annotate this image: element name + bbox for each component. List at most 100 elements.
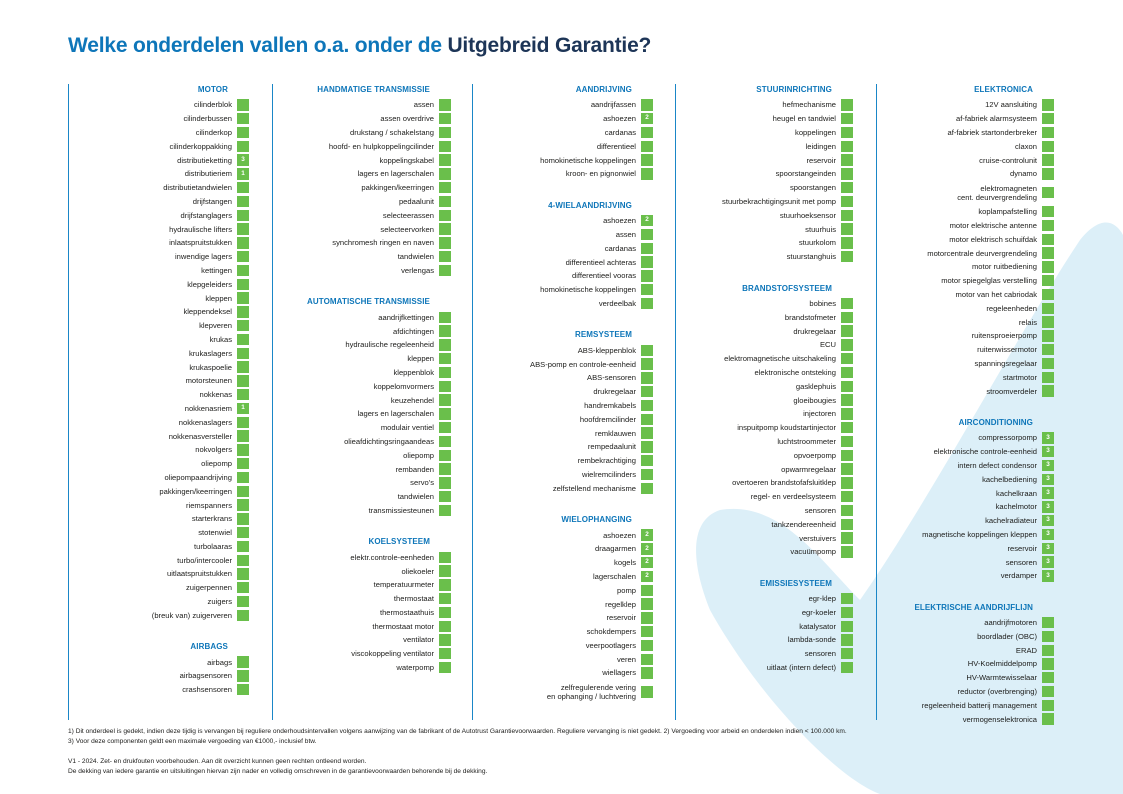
covered-check-icon [1042,187,1054,199]
component-row: pedaalunit [273,195,451,209]
component-row: keuzehendel [273,393,451,407]
component-label: differentieel [596,141,636,151]
section-elektronica: ELEKTRONICA 12V aansluiting af-fabriek ala… [877,84,1054,398]
section-title: WIELOPHANGING [561,515,632,525]
component-label: nokvolgers [195,445,232,455]
covered-check-icon: 2 [641,529,653,541]
component-label: motor spiegelglas verstelling [941,276,1037,286]
component-label: overtoeren brandstofafsluitklep [732,478,836,488]
covered-check-icon [439,579,451,591]
covered-check-icon [641,399,653,412]
component-row: uitlaatspruitstukken [69,567,249,581]
component-label: spanningsregelaar [974,358,1037,368]
section-emissiesysteem: EMISSIESYSTEEM egr-klep egr-koeler katalysa… [676,578,853,675]
covered-check-icon [1042,630,1054,643]
component-row: kleppenblok [273,366,451,380]
component-label: aandrijfassen [590,100,636,110]
component-label: injectoren [803,409,836,419]
component-row: ventilator [273,633,451,647]
covered-check-icon [1042,658,1054,670]
component-row: 12V aansluiting [877,98,1054,112]
component-row: differentieel [473,139,653,153]
component-label: turbolaaras [194,541,232,551]
component-row: distributieketting 3 [69,153,249,167]
covered-check-icon [237,126,249,139]
page-title: Welke onderdelen vallen o.a. onder de Ui… [68,34,651,58]
footnote-marker: 1 [241,404,245,412]
section-automatische-transmissie: AUTOMATISCHE TRANSMISSIE aandrijfkettinge… [273,296,451,517]
component-label: lagers en lagerschalen [357,409,434,419]
covered-check-icon [1042,247,1054,259]
covered-check-icon [237,181,249,194]
component-row: cilinderkoppakking [69,139,249,153]
component-label-line: en ophanging / luchtvering [546,691,636,701]
component-label: ECU [819,340,836,350]
component-label: veren [617,654,636,664]
covered-check-icon [439,477,451,489]
component-label: rempedaalunit [587,442,636,452]
component-label: tandwielen [397,252,434,262]
section-title: AANDRIJVING [575,85,632,94]
component-label: egr-koeler [801,607,836,617]
covered-check-icon [1042,219,1054,232]
component-label: stotenwiel [198,528,232,538]
component-row: thermostaat [273,592,451,606]
covered-check-icon [237,388,249,401]
footnote-marker: 2 [645,572,649,580]
component-row: dynamo [877,167,1054,181]
component-row: kachelmotor 3 [877,500,1054,514]
component-row: motor elektrische antenne [877,219,1054,233]
covered-check-icon: 1 [237,168,249,180]
covered-check-icon [1042,99,1054,111]
covered-check-icon: 2 [641,570,653,583]
component-label: tankzendereenheid [771,519,836,529]
component-row: motor van het cabriodak [877,288,1054,302]
covered-check-icon [841,504,853,517]
component-label-line: cent. deurvergrendeling [957,192,1037,202]
component-label: cilinderbussen [183,114,232,124]
covered-check-icon [1042,168,1054,180]
component-label: servo's [410,478,434,488]
covered-check-icon [841,634,853,646]
component-label: motor ruitbediening [971,262,1037,272]
component-label: inlaatspruitstukken [169,238,232,248]
covered-check-icon [641,598,653,610]
component-label: motor elektrische antenne [949,220,1037,230]
component-label: claxon [1015,141,1037,151]
covered-check-icon [237,684,249,696]
covered-check-icon [237,209,249,221]
covered-check-icon [1042,302,1054,314]
covered-check-icon [439,449,451,461]
component-row: drijfstanglagers [69,208,249,222]
component-row: hydraulische lifters [69,222,249,236]
title-emphasis: Uitgebreid Garantie? [447,34,652,57]
component-label: motor van het cabriodak [955,289,1037,299]
component-label: vacuümpomp [790,547,836,557]
covered-check-icon [641,256,653,268]
covered-check-icon [439,113,451,125]
component-row: viscokoppeling ventilator [273,647,451,661]
covered-check-icon [439,209,451,221]
component-label: regelklep [605,599,636,609]
component-row: tankzendereenheid [676,517,853,531]
covered-check-icon [237,347,249,359]
covered-check-icon [237,319,249,332]
component-row: rembanden [273,462,451,476]
component-label: krukaslagers [188,348,232,358]
covered-check-icon: 1 [237,402,249,415]
component-row: ashoezen 2 [473,214,653,228]
component-row: motor spiegelglas verstelling [877,274,1054,288]
component-row: elektromagneten cent. deurvergrendeling [877,181,1054,205]
covered-check-icon [439,311,451,323]
component-label: uitlaatspruitstukken [166,569,232,579]
component-label: ashoezen [603,114,636,124]
covered-check-icon [237,554,249,566]
covered-check-icon [237,595,249,608]
component-label: drijfstangen [192,196,232,206]
component-row: cardanas [473,241,653,255]
component-row: assen [273,98,451,112]
component-label: pedaalunit [398,196,434,206]
component-label: spoorstangeinden [775,169,836,179]
component-row: differentieel achteras [473,255,653,269]
component-row: stroomverdeler [877,384,1054,398]
